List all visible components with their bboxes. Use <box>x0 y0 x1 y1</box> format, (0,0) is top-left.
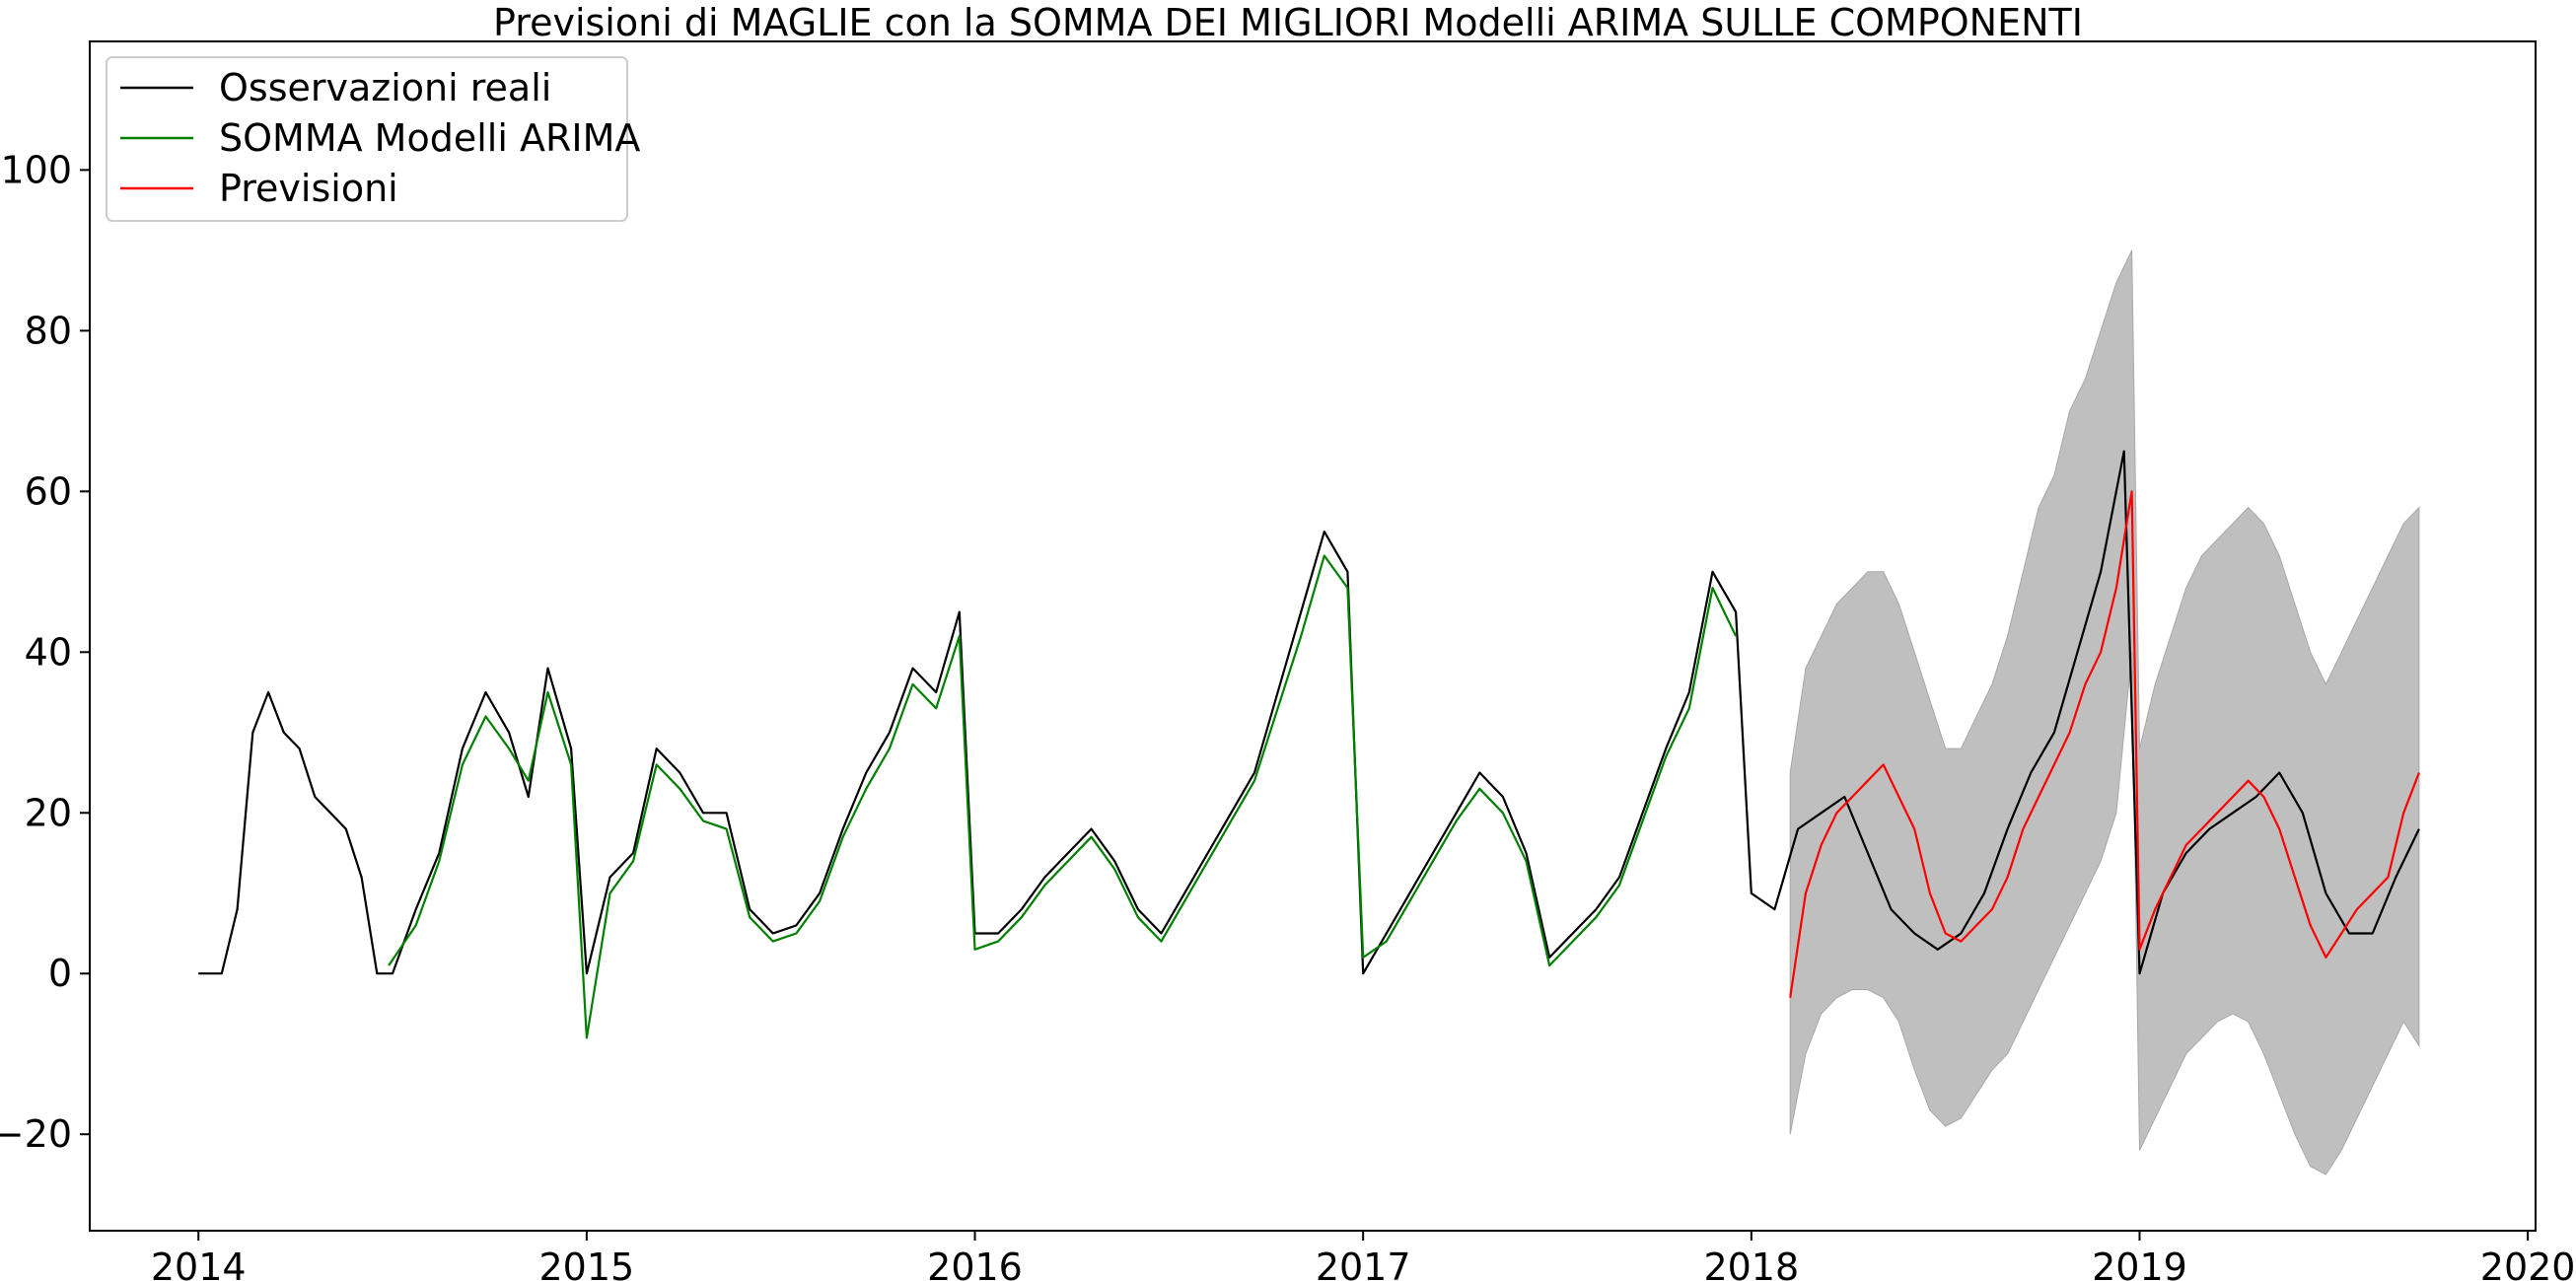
series-line-forecast <box>1789 490 2420 998</box>
y-axis: −20 0 20 40 60 80 100 <box>0 148 90 1156</box>
x-axis: 2014 2015 2016 2017 2018 2019 2020 <box>151 1231 2576 1281</box>
y-tick-label: 20 <box>25 791 72 834</box>
y-tick-label: 60 <box>25 469 72 513</box>
x-tick-label: 2018 <box>1703 1245 1799 1281</box>
confidence-band-layer <box>1789 249 2420 1175</box>
x-tick-label: 2015 <box>539 1245 635 1281</box>
y-tick-label: 0 <box>48 952 72 995</box>
legend-label-observed: Osservazioni reali <box>219 66 551 109</box>
series-line-observed <box>198 450 2420 975</box>
confidence-band <box>1789 249 2420 1175</box>
x-tick-label: 2017 <box>1316 1245 1411 1281</box>
series-layer <box>198 450 2420 1039</box>
legend-box <box>106 56 628 222</box>
legend-label-forecast: Previsioni <box>219 167 398 210</box>
y-tick-label: 40 <box>25 630 72 674</box>
series-line-arima-sum <box>388 554 1738 1039</box>
y-tick-label: 80 <box>25 309 72 352</box>
x-tick-label: 2020 <box>2480 1245 2576 1281</box>
x-tick-label: 2014 <box>151 1245 247 1281</box>
legend-label-arima: SOMMA Modelli ARIMA <box>219 116 640 160</box>
y-tick-label: −20 <box>0 1112 72 1156</box>
y-tick-label: 100 <box>0 148 72 191</box>
plot-frame <box>89 40 2537 1232</box>
chart-title: Previsioni di MAGLIE con la SOMMA DEI MI… <box>493 1 2083 44</box>
legend: Osservazioni reali SOMMA Modelli ARIMA P… <box>106 56 640 222</box>
x-tick-label: 2016 <box>927 1245 1023 1281</box>
x-tick-label: 2019 <box>2092 1245 2187 1281</box>
